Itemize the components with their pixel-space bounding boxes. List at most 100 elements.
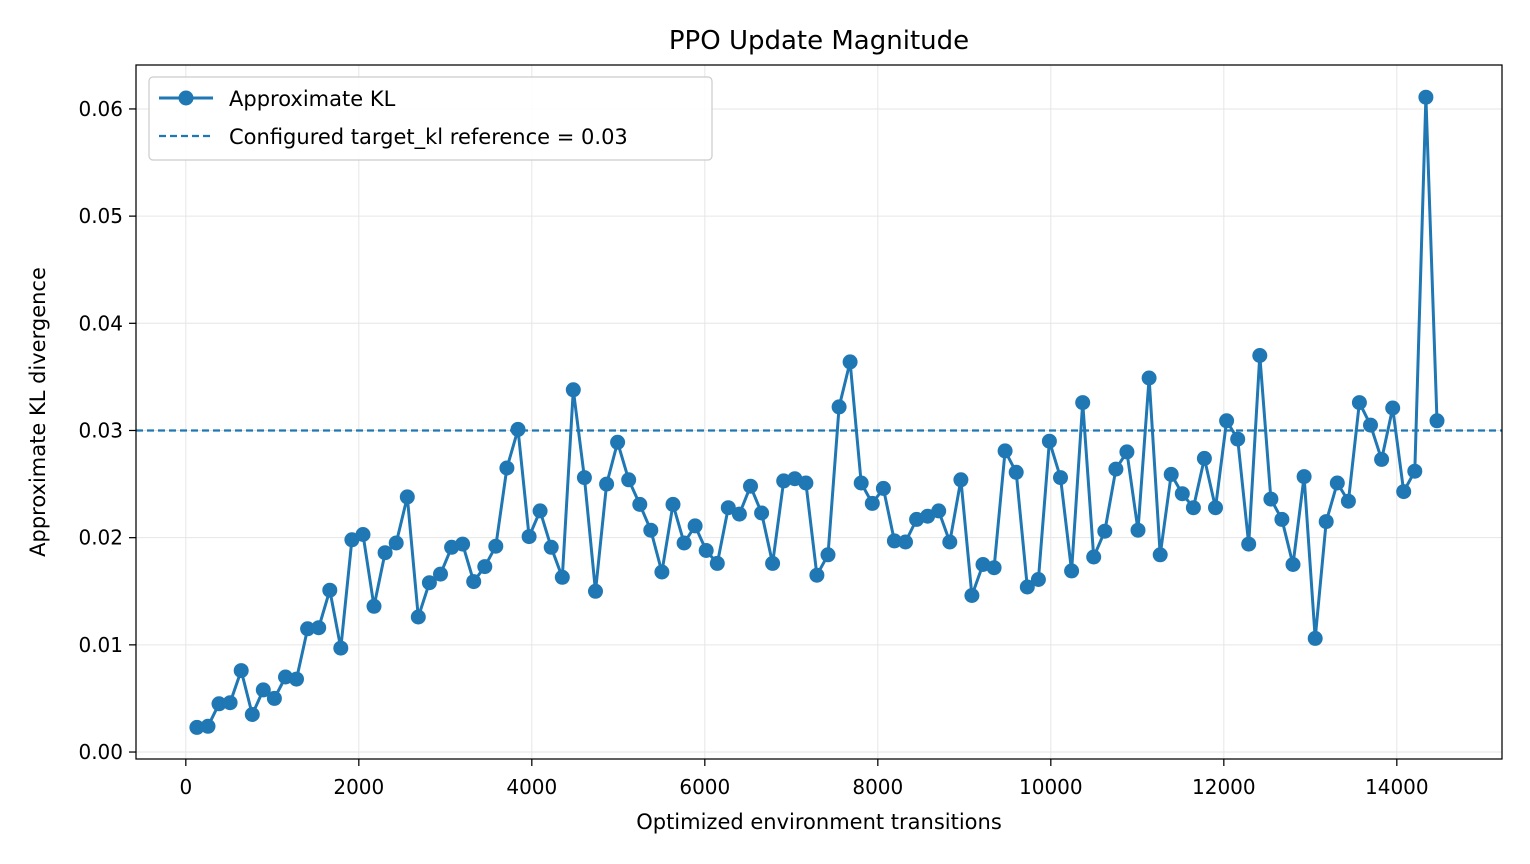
legend-box — [148, 76, 713, 161]
kl-data-point — [1053, 470, 1068, 486]
kl-data-point — [1252, 348, 1268, 363]
kl-data-point — [676, 535, 692, 551]
kl-data-point — [244, 707, 260, 722]
kl-data-point — [853, 475, 869, 491]
kl-data-point — [698, 543, 714, 558]
kl-data-point — [1163, 466, 1179, 482]
kl-data-point — [1219, 413, 1235, 429]
kl-data-point — [222, 695, 238, 711]
kl-data-point — [510, 421, 526, 437]
kl-data-point — [311, 620, 327, 636]
x-tick-label: 4000 — [506, 775, 557, 799]
kl-data-point — [643, 522, 659, 538]
legend-label-target-kl: Configured target_kl reference = 0.03 — [229, 125, 628, 150]
x-axis-label: Optimized environment transitions — [636, 810, 1002, 834]
kl-data-point — [632, 496, 648, 512]
kl-data-point — [621, 472, 637, 488]
kl-data-point — [543, 539, 559, 555]
legend-kl-marker-swatch — [178, 90, 194, 106]
x-tick-label: 12000 — [1192, 775, 1256, 799]
kl-data-point — [1407, 463, 1423, 479]
kl-data-point — [289, 671, 304, 687]
kl-data-point — [1241, 536, 1257, 552]
kl-data-point — [820, 547, 836, 563]
kl-data-point — [864, 495, 880, 511]
kl-data-point — [189, 719, 205, 735]
x-tick-label: 10000 — [1019, 775, 1083, 799]
x-tick-label: 0 — [179, 775, 192, 799]
kl-data-point — [388, 535, 404, 551]
kl-data-point — [920, 508, 936, 524]
kl-data-point — [1263, 491, 1279, 507]
legend-label-approximate-kl: Approximate KL — [229, 87, 396, 111]
y-tick-label: 0.05 — [78, 204, 123, 228]
kl-data-point — [687, 518, 703, 534]
kl-data-point — [355, 527, 371, 542]
kl-data-point — [377, 545, 393, 561]
kl-data-point — [743, 478, 758, 494]
y-tick-label: 0.03 — [78, 418, 123, 442]
kl-data-point — [233, 663, 249, 679]
y-tick-label: 0.02 — [78, 526, 123, 550]
kl-data-point — [565, 382, 581, 398]
kl-data-point — [665, 496, 681, 512]
kl-data-point — [1075, 395, 1091, 411]
kl-data-point — [1152, 547, 1168, 563]
kl-data-point — [886, 533, 902, 549]
kl-data-point — [1196, 450, 1212, 466]
x-tick-label: 6000 — [679, 775, 730, 799]
kl-data-point — [322, 582, 338, 598]
kl-data-point — [1340, 493, 1356, 509]
kl-data-point — [521, 529, 537, 545]
kl-data-point — [809, 567, 825, 583]
y-tick-label: 0.06 — [78, 97, 123, 121]
kl-data-point — [875, 480, 891, 496]
y-axis-label: Approximate KL divergence — [26, 267, 50, 557]
chart-title: PPO Update Magnitude — [669, 26, 969, 56]
kl-data-point — [211, 696, 227, 712]
kl-data-point — [1019, 579, 1035, 595]
kl-data-point — [433, 566, 448, 582]
kl-data-point — [466, 574, 482, 590]
kl-data-point — [366, 598, 382, 614]
kl-data-point — [477, 559, 493, 575]
kl-data-point — [576, 470, 592, 486]
kl-data-point — [842, 354, 858, 370]
kl-data-point — [898, 534, 913, 550]
kl-data-point — [488, 538, 504, 554]
kl-data-point — [300, 621, 316, 637]
kl-data-point — [931, 503, 947, 519]
kl-data-point — [1185, 500, 1201, 516]
kl-data-point — [255, 682, 271, 698]
kl-data-point — [499, 460, 515, 476]
kl-data-point — [709, 555, 725, 571]
kl-data-point — [1363, 417, 1378, 433]
kl-data-point — [610, 434, 626, 450]
plot-frame — [135, 64, 1503, 760]
kl-data-point — [1418, 89, 1434, 105]
kl-data-point — [344, 532, 360, 548]
kl-data-point — [731, 506, 747, 522]
kl-data-point — [765, 555, 781, 571]
kl-data-point — [1097, 523, 1113, 539]
kl-data-point — [1130, 522, 1146, 538]
kl-data-point — [1064, 563, 1080, 579]
x-tick-label: 8000 — [852, 775, 903, 799]
y-tick-label: 0.00 — [78, 740, 123, 764]
kl-data-point — [1285, 557, 1301, 572]
kl-data-point — [754, 505, 770, 521]
kl-data-point — [964, 588, 980, 603]
kl-data-point — [1318, 514, 1334, 530]
x-axis-ticks: 0 2000 4000 6000 8000 10000 12000 14000 — [179, 759, 1429, 799]
kl-data-point — [798, 475, 814, 491]
kl-data-point — [1008, 464, 1024, 480]
y-axis-ticks: 0.00 0.01 0.02 0.03 0.04 0.05 0.06 — [78, 97, 136, 764]
kl-data-point — [1396, 484, 1412, 500]
kl-data-point — [410, 609, 426, 625]
kl-data-point — [1030, 572, 1046, 587]
kl-data-point — [942, 534, 958, 550]
kl-data-point — [654, 564, 670, 580]
legend: Approximate KL Configured target_kl refe… — [148, 76, 713, 161]
kl-data-point — [986, 560, 1002, 576]
